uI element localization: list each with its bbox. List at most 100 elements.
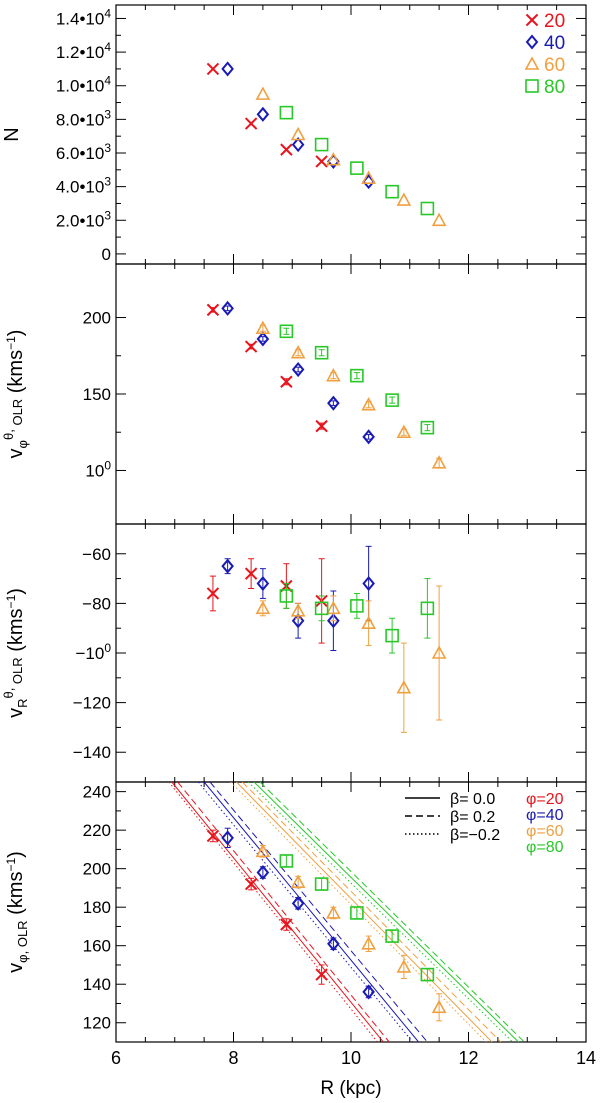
data-point (326, 367, 341, 382)
data-point (255, 320, 271, 335)
data-point (350, 161, 364, 175)
data-point (431, 645, 447, 659)
data-point (315, 155, 328, 168)
y-tick-label: −60 (82, 545, 111, 564)
series-40 (221, 827, 375, 1000)
data-point (326, 905, 341, 919)
data-point (256, 106, 270, 122)
data-point (279, 589, 294, 603)
data-point (291, 137, 305, 153)
model-lines (168, 782, 525, 1042)
data-point (255, 86, 271, 100)
legend-phi-label: φ=20 (526, 791, 564, 808)
legend-marker-40 (525, 34, 539, 50)
model-line-40-dotted (197, 782, 414, 1042)
data-point (256, 331, 270, 347)
model-line-60-solid (236, 782, 493, 1042)
data-point (280, 375, 293, 388)
data-point (314, 877, 329, 891)
data-point (279, 854, 294, 868)
legend-phi-label: φ=80 (526, 839, 564, 856)
data-point (280, 143, 293, 156)
y-tick-label: 220 (83, 821, 111, 840)
data-point (396, 680, 412, 694)
data-point (362, 984, 375, 1000)
legend-marker-60 (524, 56, 540, 70)
legend-line-label: β=−0.2 (450, 827, 500, 844)
data-point (291, 895, 305, 911)
y-tick-label: 240 (83, 783, 111, 802)
x-tick-label: 10 (341, 1048, 361, 1068)
x-tick-label: 6 (111, 1048, 121, 1068)
data-point (206, 829, 220, 843)
y-tick-label: 160 (83, 937, 111, 956)
y-tick-label: −140 (73, 743, 111, 762)
y-axis-label: vφ, OLR (kms−1) (4, 851, 30, 973)
data-point (244, 877, 258, 891)
data-point (431, 455, 447, 469)
legend-line-label: β= 0.0 (450, 791, 495, 808)
series-60 (255, 320, 447, 469)
data-point (291, 613, 305, 629)
legend-marker-80 (525, 79, 539, 93)
y-tick-label: 200 (83, 309, 111, 328)
data-point (362, 429, 375, 445)
series-20 (206, 558, 328, 644)
data-point (255, 843, 271, 858)
data-point (350, 906, 364, 920)
data-point (315, 968, 328, 981)
data-point (290, 126, 306, 141)
data-point (385, 929, 399, 943)
y-tick-label: 180 (83, 898, 111, 917)
model-line-20-dashed (177, 782, 390, 1042)
x-tick-label: 14 (576, 1048, 596, 1068)
legend-label-20: 20 (544, 11, 565, 32)
series-40 (221, 545, 375, 652)
data-point (314, 137, 329, 152)
data-point (244, 117, 258, 130)
data-point (291, 361, 305, 378)
data-point (396, 424, 412, 439)
legend-label-40: 40 (544, 33, 565, 54)
y-tick-label: 140 (83, 975, 111, 994)
data-point (361, 615, 376, 630)
data-point (431, 999, 447, 1014)
data-point (221, 558, 234, 574)
data-point (279, 105, 294, 120)
series-20 (206, 62, 328, 168)
data-point (290, 603, 306, 617)
y-tick-label: 200 (83, 860, 111, 879)
data-point (315, 419, 328, 433)
panel-N: 0 2.0•103 4.0•103 6.0•103 8.0•103 1.0•104 1.2•… (1, 4, 587, 265)
x-axis-label: R (kpc) (320, 1078, 381, 1099)
data-point (221, 830, 234, 846)
data-point (256, 864, 270, 881)
data-point (431, 212, 447, 227)
data-point (396, 959, 412, 973)
y-tick-label: 120 (83, 1014, 111, 1033)
data-point (350, 599, 364, 613)
data-point (326, 152, 341, 166)
data-point (385, 184, 399, 199)
data-point (244, 567, 258, 580)
model-line-20-dotted (168, 782, 378, 1042)
y-axis-label: vφθ, OLR (kms−1) (1, 330, 30, 459)
data-point (361, 170, 376, 185)
legend-line-label: β= 0.2 (450, 809, 495, 826)
model-line-20-solid (171, 782, 384, 1042)
panel-vR_theta: −140 −120 −100 −80 −60 vRθ, OLR (kms−1) (1, 523, 587, 783)
data-point (279, 324, 294, 339)
data-point (290, 874, 306, 888)
series-60 (255, 86, 447, 227)
panel-frame (115, 263, 587, 525)
data-point (362, 575, 375, 592)
model-line-40-dashed (209, 782, 428, 1042)
y-tick-label: 4.0•103 (56, 175, 112, 197)
series-40 (221, 300, 375, 445)
data-point (396, 192, 412, 206)
model-line-80-dashed (259, 782, 525, 1042)
x-tick-label: 12 (458, 1048, 478, 1068)
data-point (327, 395, 340, 411)
data-point (221, 61, 234, 77)
